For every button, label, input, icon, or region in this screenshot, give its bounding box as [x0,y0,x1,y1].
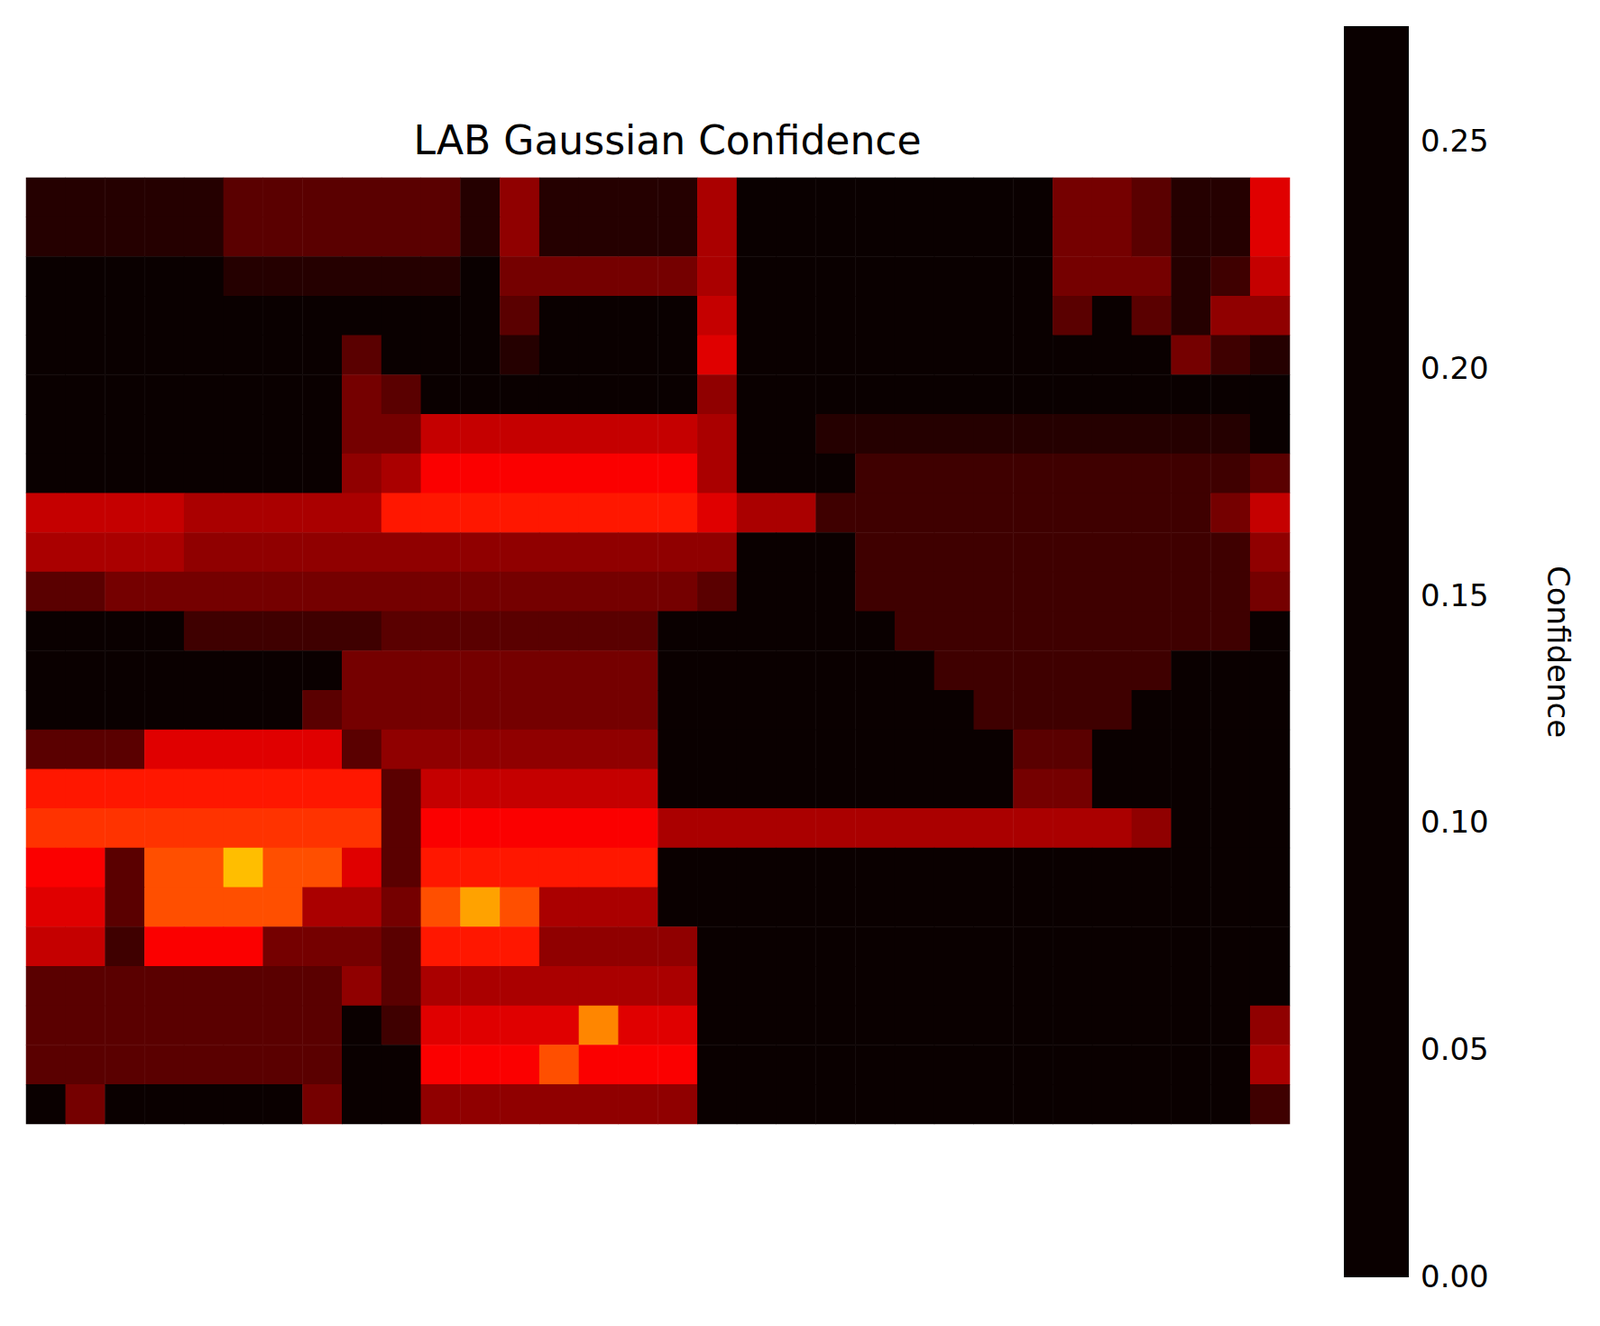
svg-text:0.00: 0.00 [1420,1258,1490,1295]
svg-text:0.15: 0.15 [1420,577,1490,614]
svg-text:0.10: 0.10 [1420,803,1490,840]
svg-text:0.20: 0.20 [1420,349,1490,387]
svg-text:LAB Gaussian Confidence: LAB Gaussian Confidence [413,117,921,164]
svg-text:Confidence: Confidence [1540,565,1577,738]
svg-text:0.05: 0.05 [1420,1030,1490,1067]
svg-text:0.25: 0.25 [1420,122,1490,159]
